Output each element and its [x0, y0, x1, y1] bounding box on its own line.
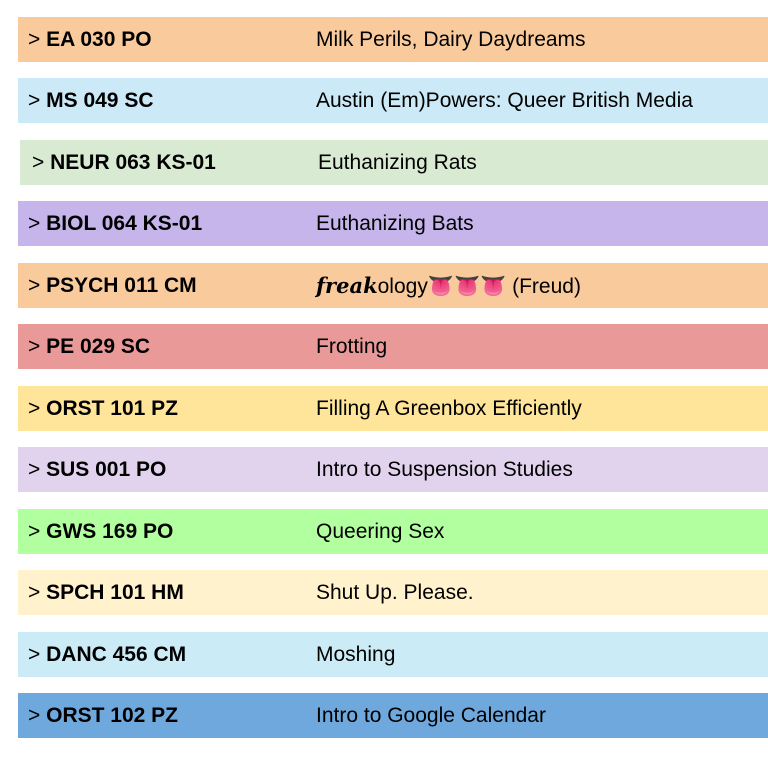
title-part: Milk Perils, Dairy Daydreams: [316, 27, 586, 51]
code-cell: > PE 029 SC: [28, 335, 150, 359]
code-cell: > SPCH 101 HM: [28, 581, 184, 605]
title-part: Austin (Em)Powers: Queer British Media: [316, 88, 693, 112]
course-title: Intro to Google Calendar: [316, 704, 546, 728]
course-code: SPCH 101 HM: [46, 580, 184, 604]
course-code: GWS 169 PO: [46, 519, 174, 543]
course-row: > EA 030 PO Milk Perils, Dairy Daydreams: [18, 17, 768, 62]
course-title: Shut Up. Please.: [316, 581, 474, 605]
code-cell: > NEUR 063 KS-01: [32, 151, 216, 175]
course-row: > MS 049 SC Austin (Em)Powers: Queer Brit…: [18, 78, 768, 123]
course-code: ORST 101 PZ: [46, 396, 178, 420]
title-part: Shut Up. Please.: [316, 580, 474, 604]
course-row: > ORST 101 PZ Filling A Greenbox Efficien…: [18, 386, 768, 431]
course-title: Milk Perils, Dairy Daydreams: [316, 28, 586, 52]
code-cell: > SUS 001 PO: [28, 458, 166, 482]
course-code: EA 030 PO: [46, 27, 152, 51]
course-code: MS 049 SC: [46, 88, 154, 112]
course-row: > DANC 456 CM Moshing: [18, 632, 768, 677]
row-marker: >: [28, 457, 41, 481]
code-cell: > EA 030 PO: [28, 28, 152, 52]
course-row: > BIOL 064 KS-01 Euthanizing Bats: [18, 201, 768, 246]
course-code: BIOL 064 KS-01: [46, 211, 203, 235]
course-code: NEUR 063 KS-01: [50, 150, 216, 174]
course-row: > NEUR 063 KS-01 Euthanizing Rats: [20, 140, 768, 185]
code-cell: > ORST 102 PZ: [28, 704, 178, 728]
title-part: Queering Sex: [316, 519, 445, 543]
course-title: Queering Sex: [316, 520, 444, 544]
code-cell: > PSYCH 011 CM: [28, 274, 197, 298]
row-marker: >: [28, 642, 41, 666]
course-row: > SPCH 101 HM Shut Up. Please.: [18, 570, 768, 615]
course-code: SUS 001 PO: [46, 457, 167, 481]
course-code: DANC 456 CM: [46, 642, 187, 666]
row-marker: >: [28, 88, 41, 112]
course-code: PE 029 SC: [46, 334, 151, 358]
course-title: Filling A Greenbox Efficiently: [316, 397, 582, 421]
title-part: ology👅👅👅 (Freud): [377, 274, 581, 298]
course-row: > SUS 001 PO Intro to Suspension Studies: [18, 447, 768, 492]
code-cell: > MS 049 SC: [28, 89, 154, 113]
course-title: Euthanizing Bats: [316, 212, 474, 236]
course-row: > PSYCH 011 CM freakology👅👅👅 (Freud): [18, 263, 768, 308]
row-marker: >: [28, 580, 41, 604]
row-marker: >: [28, 703, 41, 727]
row-marker: >: [28, 519, 41, 543]
course-title: freakology👅👅👅 (Freud): [316, 273, 581, 299]
title-part: Moshing: [316, 642, 396, 666]
row-marker: >: [28, 27, 41, 51]
code-cell: > BIOL 064 KS-01: [28, 212, 202, 236]
course-title: Austin (Em)Powers: Queer British Media: [316, 89, 693, 113]
title-part: Filling A Greenbox Efficiently: [316, 396, 582, 420]
course-title: Moshing: [316, 643, 395, 667]
row-marker: >: [28, 334, 41, 358]
course-title: Euthanizing Rats: [318, 151, 477, 175]
course-code: PSYCH 011 CM: [46, 273, 197, 297]
course-code: ORST 102 PZ: [46, 703, 178, 727]
course-row: > PE 029 SC Frotting: [18, 324, 768, 369]
course-row: > GWS 169 PO Queering Sex: [18, 509, 768, 554]
code-cell: > DANC 456 CM: [28, 643, 186, 667]
title-part: Intro to Google Calendar: [316, 703, 546, 727]
row-marker: >: [28, 211, 41, 235]
title-part: Euthanizing Bats: [316, 211, 474, 235]
row-marker: >: [28, 396, 41, 420]
title-part: Euthanizing Rats: [318, 150, 477, 174]
course-row: > ORST 102 PZ Intro to Google Calendar: [18, 693, 768, 738]
code-cell: > GWS 169 PO: [28, 520, 173, 544]
title-part: Intro to Suspension Studies: [316, 457, 573, 481]
title-part: freak: [316, 272, 378, 298]
code-cell: > ORST 101 PZ: [28, 397, 178, 421]
course-title: Frotting: [316, 335, 387, 359]
row-marker: >: [28, 273, 41, 297]
title-part: Frotting: [316, 334, 388, 358]
row-marker: >: [32, 150, 45, 174]
course-title: Intro to Suspension Studies: [316, 458, 573, 482]
